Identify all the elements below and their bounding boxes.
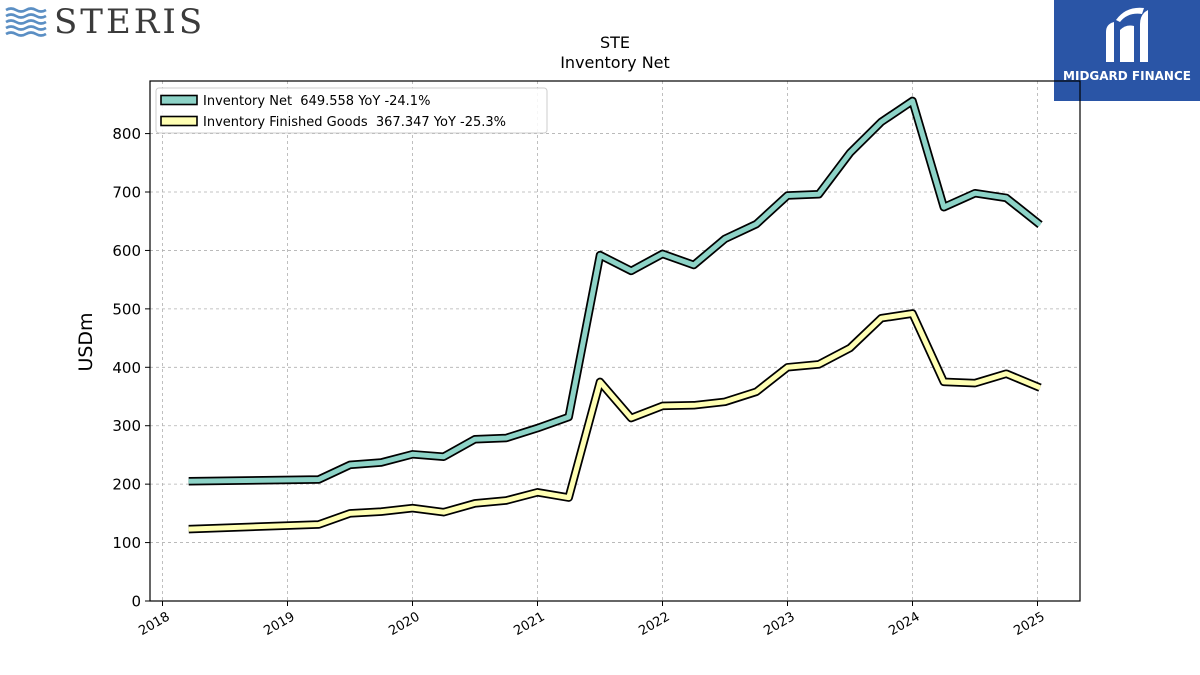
data-point-0 xyxy=(818,193,820,195)
legend-entry: Inventory Finished Goods 367.347 YoY -25… xyxy=(203,115,506,130)
chart-title: STE xyxy=(600,33,630,52)
legend: Inventory Net 649.558 YoY -24.1% Inventor… xyxy=(155,87,548,134)
series-layer xyxy=(188,96,1043,534)
legend-box xyxy=(155,87,548,134)
y-tick-label: 200 xyxy=(112,476,141,494)
data-point-0 xyxy=(724,238,726,240)
y-tick-label: 700 xyxy=(112,184,141,202)
legend-swatch xyxy=(160,94,198,106)
data-point-1 xyxy=(943,381,945,383)
data-point-0 xyxy=(349,464,351,466)
data-point-1 xyxy=(536,491,539,493)
data-point-0 xyxy=(974,192,976,194)
data-point-0 xyxy=(318,478,320,481)
data-point-0 xyxy=(693,264,695,266)
data-point-0 xyxy=(380,461,382,464)
steris-waves-icon xyxy=(5,7,47,37)
x-tick-label: 2025 xyxy=(1011,609,1047,639)
data-point-0 xyxy=(1005,197,1007,199)
data-point-0 xyxy=(630,270,632,272)
data-point-1 xyxy=(443,511,445,513)
data-point-1 xyxy=(755,391,757,393)
data-point-1 xyxy=(568,496,570,499)
data-point-0 xyxy=(755,223,757,225)
data-point-0 xyxy=(188,480,190,482)
x-tick-label: 2022 xyxy=(636,609,672,639)
steris-logo xyxy=(4,4,214,42)
data-point-0 xyxy=(849,152,851,154)
x-tick-label: 2024 xyxy=(886,609,922,639)
data-point-0 xyxy=(1039,224,1041,226)
data-point-1 xyxy=(786,366,789,368)
y-tick-label: 300 xyxy=(112,417,141,435)
steris-logo-text: STERIS xyxy=(54,2,206,42)
chart-subtitle: Inventory Net xyxy=(560,53,670,72)
midgard-logo: MIDGARD FINANCE xyxy=(1054,0,1200,101)
axis-ticks: 0 100 200 300 400 500 600 700 800 2018 2019 2020 202… xyxy=(112,125,1047,639)
y-tick-label: 0 xyxy=(131,593,141,611)
data-point-0 xyxy=(443,456,445,458)
legend-swatch xyxy=(160,115,198,127)
data-point-1 xyxy=(693,404,695,406)
y-tick-label: 500 xyxy=(112,300,141,318)
y-tick-label: 600 xyxy=(112,242,141,260)
x-tick-label: 2018 xyxy=(136,609,172,639)
data-point-1 xyxy=(880,317,882,319)
data-point-1 xyxy=(974,382,976,384)
data-point-1 xyxy=(599,381,601,383)
data-point-0 xyxy=(880,121,882,123)
data-point-0 xyxy=(474,438,476,440)
y-axis-label: USDm xyxy=(75,312,97,371)
data-point-1 xyxy=(411,507,414,509)
plot-frame xyxy=(149,80,1081,602)
data-point-1 xyxy=(1005,373,1007,375)
data-point-1 xyxy=(188,528,190,530)
data-point-1 xyxy=(661,405,664,407)
x-tick-label: 2019 xyxy=(261,609,297,639)
y-tick-label: 800 xyxy=(112,125,141,143)
y-tick-label: 100 xyxy=(112,534,141,552)
data-point-1 xyxy=(849,347,851,349)
data-point-1 xyxy=(911,312,914,315)
data-point-1 xyxy=(630,417,632,419)
data-point-1 xyxy=(380,511,382,513)
y-tick-label: 400 xyxy=(112,359,141,377)
data-point-0 xyxy=(943,206,945,208)
midgard-emblem-icon xyxy=(1106,7,1148,62)
midgard-logo-text: MIDGARD FINANCE xyxy=(1063,69,1191,83)
data-point-1 xyxy=(349,512,351,514)
grid-lines xyxy=(150,81,1080,602)
data-point-0 xyxy=(786,194,789,197)
data-point-0 xyxy=(661,253,664,255)
data-point-0 xyxy=(911,100,914,102)
data-point-0 xyxy=(505,437,507,439)
data-point-1 xyxy=(318,523,320,526)
data-point-1 xyxy=(1039,387,1041,389)
data-point-1 xyxy=(724,401,726,403)
x-tick-label: 2023 xyxy=(761,609,797,639)
data-point-0 xyxy=(411,453,414,455)
x-tick-label: 2021 xyxy=(511,609,547,639)
data-point-0 xyxy=(536,427,539,429)
data-point-0 xyxy=(599,254,601,256)
data-point-1 xyxy=(474,502,476,505)
data-point-1 xyxy=(818,363,820,365)
legend-entry: Inventory Net 649.558 YoY -24.1% xyxy=(203,94,430,109)
x-tick-label: 2020 xyxy=(386,609,422,639)
data-point-0 xyxy=(568,416,570,418)
data-point-1 xyxy=(505,499,507,502)
